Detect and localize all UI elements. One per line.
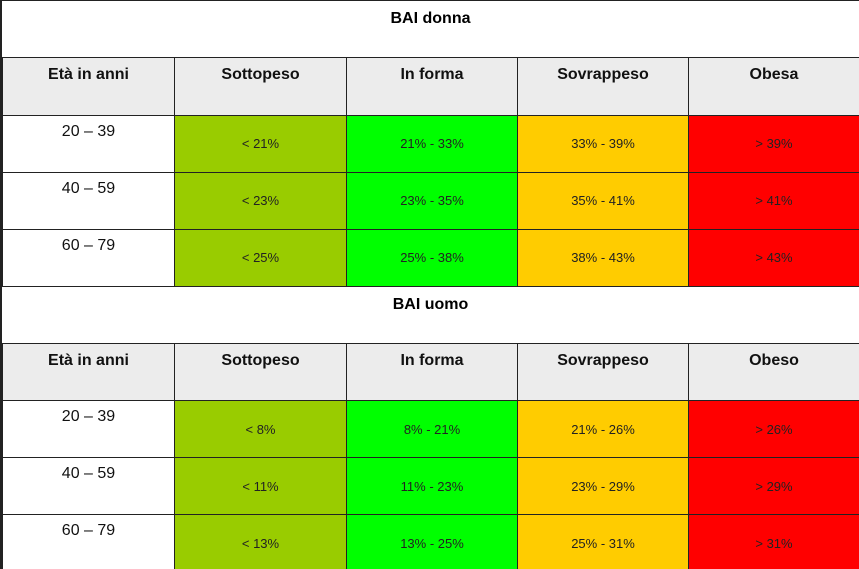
header-underweight: Sottopeso bbox=[174, 343, 347, 401]
age-cell: 60 – 79 bbox=[2, 514, 175, 569]
overweight-cell: 23% - 29% bbox=[517, 457, 689, 515]
table-row: 60 – 79 < 25% 25% - 38% 38% - 43% > 43% bbox=[2, 228, 859, 287]
overweight-cell: 33% - 39% bbox=[517, 114, 689, 173]
age-cell: 40 – 59 bbox=[2, 457, 175, 515]
underweight-cell: < 25% bbox=[174, 228, 347, 287]
obese-cell: > 41% bbox=[688, 171, 859, 230]
table-row: 20 – 39 < 21% 21% - 33% 33% - 39% > 39% bbox=[2, 114, 859, 173]
age-cell: 20 – 39 bbox=[2, 114, 175, 173]
header-obese: Obeso bbox=[688, 343, 859, 401]
underweight-cell: < 11% bbox=[174, 457, 347, 515]
age-cell: 20 – 39 bbox=[2, 400, 175, 458]
table-header-row: Età in anni Sottopeso In forma Sovrappes… bbox=[2, 343, 859, 401]
header-overweight: Sovrappeso bbox=[517, 58, 689, 116]
table-row: 40 – 59 < 23% 23% - 35% 35% - 41% > 41% bbox=[2, 171, 859, 230]
obese-cell: > 39% bbox=[688, 114, 859, 173]
fit-cell: 21% - 33% bbox=[346, 114, 518, 173]
obese-cell: > 43% bbox=[688, 228, 859, 287]
section-title-women: BAI donna bbox=[2, 1, 859, 58]
overweight-cell: 25% - 31% bbox=[517, 514, 689, 569]
age-cell: 40 – 59 bbox=[2, 171, 175, 230]
obese-cell: > 29% bbox=[688, 457, 859, 515]
fit-cell: 25% - 38% bbox=[346, 228, 518, 287]
header-age: Età in anni bbox=[2, 58, 175, 116]
obese-cell: > 26% bbox=[688, 400, 859, 458]
underweight-cell: < 13% bbox=[174, 514, 347, 569]
underweight-cell: < 23% bbox=[174, 171, 347, 230]
header-obese: Obesa bbox=[688, 58, 859, 116]
table-row: 60 – 79 < 13% 13% - 25% 25% - 31% > 31% bbox=[2, 514, 859, 569]
overweight-cell: 21% - 26% bbox=[517, 400, 689, 458]
table-header-row: Età in anni Sottopeso In forma Sovrappes… bbox=[2, 58, 859, 116]
age-cell: 60 – 79 bbox=[2, 228, 175, 287]
fit-cell: 23% - 35% bbox=[346, 171, 518, 230]
obese-cell: > 31% bbox=[688, 514, 859, 569]
overweight-cell: 35% - 41% bbox=[517, 171, 689, 230]
fit-cell: 11% - 23% bbox=[346, 457, 518, 515]
section-title-men: BAI uomo bbox=[2, 287, 859, 344]
overweight-cell: 38% - 43% bbox=[517, 228, 689, 287]
table-row: 20 – 39 < 8% 8% - 21% 21% - 26% > 26% bbox=[2, 400, 859, 458]
header-fit: In forma bbox=[346, 343, 518, 401]
table-row: 40 – 59 < 11% 11% - 23% 23% - 29% > 29% bbox=[2, 457, 859, 515]
header-age: Età in anni bbox=[2, 343, 175, 401]
bai-women-table: Età in anni Sottopeso In forma Sovrappes… bbox=[2, 58, 859, 287]
underweight-cell: < 21% bbox=[174, 114, 347, 173]
bai-men-table: Età in anni Sottopeso In forma Sovrappes… bbox=[2, 343, 859, 569]
fit-cell: 13% - 25% bbox=[346, 514, 518, 569]
header-fit: In forma bbox=[346, 58, 518, 116]
underweight-cell: < 8% bbox=[174, 400, 347, 458]
header-overweight: Sovrappeso bbox=[517, 343, 689, 401]
fit-cell: 8% - 21% bbox=[346, 400, 518, 458]
header-underweight: Sottopeso bbox=[174, 58, 347, 116]
